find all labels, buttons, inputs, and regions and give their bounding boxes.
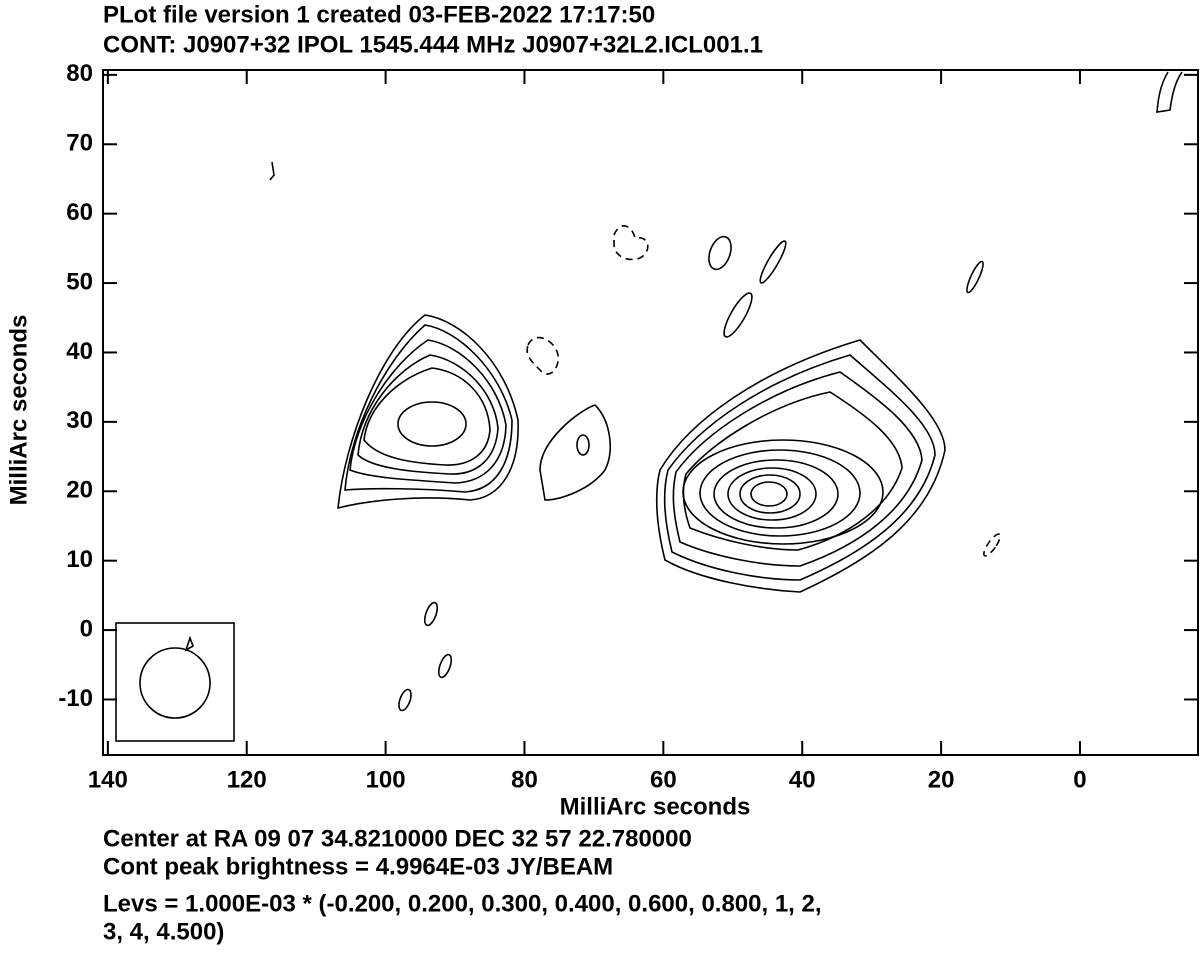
y-tick-label: 80 bbox=[66, 60, 93, 87]
y-tick-label: 20 bbox=[66, 477, 93, 504]
contours bbox=[269, 71, 1183, 712]
note: Center at RA 09 07 34.8210000 DEC 32 57 … bbox=[103, 825, 692, 852]
y-tick-label: 50 bbox=[66, 268, 93, 295]
x-tick-label: 80 bbox=[511, 766, 538, 793]
x-tick-label: 40 bbox=[789, 766, 816, 793]
x-axis-label: MilliArc seconds bbox=[560, 793, 751, 820]
beam bbox=[115, 622, 235, 742]
x-tick-label: 60 bbox=[650, 766, 677, 793]
x-tick-label: 100 bbox=[366, 766, 406, 793]
plot-frame bbox=[102, 69, 1199, 756]
note: Cont peak brightness = 4.9964E-03 JY/BEA… bbox=[103, 853, 613, 880]
chart-subtitle: CONT: J0907+32 IPOL 1545.444 MHz J0907+3… bbox=[103, 31, 763, 58]
x-tick-label: 120 bbox=[227, 766, 267, 793]
x-tick-label: 20 bbox=[928, 766, 955, 793]
y-tick-label: 70 bbox=[66, 130, 93, 157]
y-axis-label: MilliArc seconds bbox=[5, 315, 32, 506]
y-tick-label: 30 bbox=[66, 407, 93, 434]
note: Levs = 1.000E-03 * (-0.200, 0.200, 0.300… bbox=[103, 890, 822, 917]
x-tick-label: 0 bbox=[1073, 766, 1086, 793]
y-tick-label: 40 bbox=[66, 338, 93, 365]
y-tick-label: 0 bbox=[80, 615, 93, 642]
y-tick-label: 60 bbox=[66, 199, 93, 226]
x-tick-label: 140 bbox=[88, 766, 128, 793]
y-tick-label: 10 bbox=[66, 546, 93, 573]
chart-title: PLot file version 1 created 03-FEB-2022 … bbox=[103, 1, 655, 28]
y-tick-label: -10 bbox=[58, 685, 93, 712]
note: 3, 4, 4.500) bbox=[103, 918, 224, 945]
